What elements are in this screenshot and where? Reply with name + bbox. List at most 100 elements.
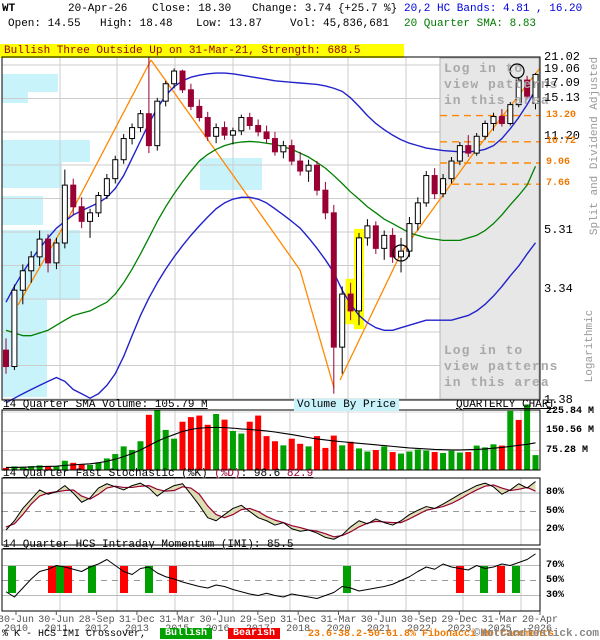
- date-axis-label: 30-Jun 2011: [38, 615, 75, 635]
- volume-bar: [440, 453, 447, 470]
- login-overlay-top: Log in to view patterns in this area: [444, 61, 558, 109]
- volume-by-price-zone: [2, 92, 28, 103]
- trend-line: [339, 67, 541, 381]
- volume-bar: [313, 436, 320, 470]
- volume-bar: [45, 465, 52, 470]
- candle-body: [532, 73, 539, 104]
- candle-body: [271, 138, 278, 153]
- candle-body: [187, 89, 194, 107]
- imi-bullish-signal: [88, 566, 96, 593]
- imi-axis-label: 70%: [546, 559, 565, 571]
- volume-axis-label: 75.28 M: [546, 444, 589, 456]
- volume-bar: [263, 436, 270, 470]
- volume-bar: [187, 417, 194, 470]
- main-pane-border: [1, 56, 541, 401]
- volume-bar: [364, 451, 371, 470]
- candle-body: [78, 206, 85, 222]
- candle-body: [440, 178, 447, 195]
- volume-bar: [221, 419, 228, 470]
- date-axis-label: 30-Jun 2016: [199, 615, 236, 635]
- candle-body: [263, 131, 270, 140]
- imi-bullish-signal: [145, 566, 153, 593]
- stochastic-pane-border: [1, 477, 541, 546]
- bullish-badge: Bullish: [160, 628, 213, 639]
- volume-by-price-zone: [200, 158, 262, 190]
- volume-bar: [473, 445, 480, 470]
- volume-bar: [498, 445, 505, 470]
- login-required-region: [439, 57, 540, 400]
- date-axis-label: 28-Sep 2012: [78, 615, 115, 635]
- bollinger-upper-band: [5, 72, 537, 303]
- volume-bar: [171, 438, 178, 470]
- volume-bar: [162, 429, 169, 470]
- quote-open: Open: 14.55: [8, 18, 81, 30]
- imi-line: [5, 553, 536, 599]
- login-overlay-bottom: Log in to view patterns in this area: [444, 343, 558, 391]
- imi-bearish-signal: [120, 566, 128, 593]
- candle-body: [507, 104, 514, 124]
- volume-by-price-zone: [2, 162, 62, 188]
- volume-bar: [137, 441, 144, 470]
- price-tick-label: 21.02: [544, 50, 581, 64]
- volume-axis-label: 150.56 M: [546, 425, 595, 437]
- volume-by-price-zone: [2, 300, 47, 397]
- candle-body: [3, 349, 9, 368]
- date-axis-label: 30-Sep 2022: [401, 615, 438, 635]
- candle-body: [87, 212, 94, 222]
- imi-bullish-signal: [512, 566, 520, 593]
- ticker-symbol: WT: [2, 3, 16, 15]
- volume-by-price-zone: [2, 140, 90, 162]
- hc-bands-value: 20,2 HC Bands: 4.81 , 16.20: [404, 3, 583, 15]
- volume-bar: [389, 452, 396, 470]
- volume-bar: [112, 454, 119, 470]
- candle-body: [28, 256, 35, 272]
- footer-fibonacci-label: 23.6-38.2-50-61.8% Fibonacci Retracement…: [308, 629, 555, 640]
- volume-bar: [280, 445, 287, 470]
- volume-bar: [330, 435, 337, 470]
- volume-bar: [213, 414, 220, 470]
- price-tick-label: 3.34: [544, 281, 573, 296]
- candle-body: [53, 242, 60, 264]
- imi-axis-label: 50%: [546, 574, 565, 586]
- volume-bar: [179, 421, 186, 470]
- login-overlay-line: in this area: [444, 93, 550, 108]
- volume-bar: [103, 458, 110, 470]
- candle-body: [465, 145, 472, 154]
- quote-close: Close: 18.30: [152, 3, 232, 15]
- volume-axis-label: 225.84 M: [546, 406, 595, 417]
- candle-body: [372, 225, 379, 249]
- volume-bar: [87, 464, 94, 470]
- stochastic-pane-title: 14 Quarter Fast Stochastic (%K) (%D): 98…: [3, 469, 313, 480]
- login-overlay-line: view patterns: [444, 359, 559, 374]
- date-axis-label: 29-Dec 2023: [441, 615, 478, 635]
- candle-body: [255, 125, 262, 133]
- candle-body: [112, 159, 119, 180]
- candle-body: [19, 270, 26, 291]
- volume-bar: [145, 414, 152, 470]
- volume-bar: [524, 404, 531, 470]
- volume-bar: [456, 452, 463, 470]
- stochastic-title-d: (%D): [214, 468, 241, 480]
- volume-bar: [154, 410, 161, 470]
- volume-bar: [229, 430, 236, 470]
- candle-body: [423, 175, 430, 204]
- fibonacci-level-label: 13.20: [546, 109, 577, 121]
- imi-axis-label: 30%: [546, 589, 565, 601]
- quote-date: 20-Apr-26: [68, 3, 128, 15]
- volume-bar: [398, 453, 405, 470]
- candle-body: [154, 100, 161, 147]
- volume-bar: [482, 447, 489, 470]
- candle-body: [490, 116, 497, 124]
- stochastic-d-value: 82.9: [286, 468, 314, 480]
- login-overlay-line: view patterns: [444, 77, 559, 92]
- candle-body: [129, 127, 136, 140]
- candle-body: [145, 113, 152, 147]
- sma-value: 20 Quarter SMA: 8.83: [404, 18, 537, 30]
- volume-bar: [196, 415, 203, 470]
- volume-pane-border: [1, 409, 541, 471]
- imi-pane-title: 14 Quarter HCS Intraday Momentum (IMI): …: [3, 539, 294, 551]
- date-axis-label: 30-Jun 2021: [360, 615, 397, 635]
- price-tick-label: 11.20: [544, 129, 581, 144]
- candle-body: [297, 160, 304, 172]
- candle-body: [238, 117, 245, 132]
